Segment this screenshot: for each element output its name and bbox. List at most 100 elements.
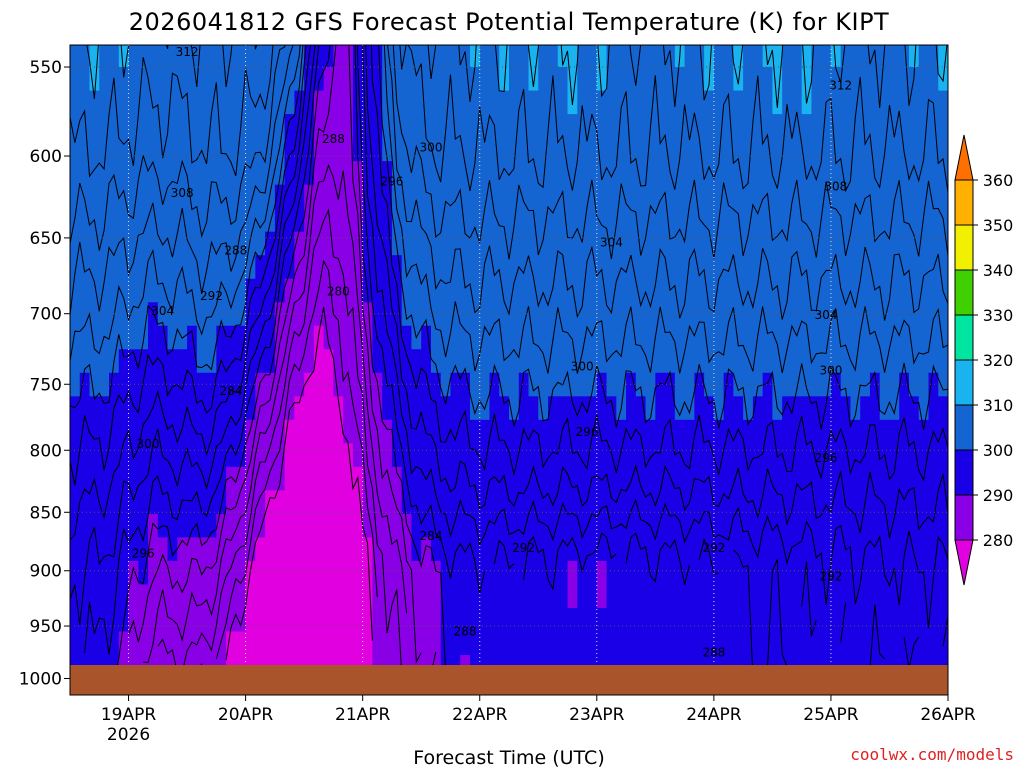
field-cell <box>323 161 334 186</box>
field-cell <box>606 231 617 256</box>
field-cell <box>821 278 832 303</box>
field-cell <box>333 114 344 139</box>
field-cell <box>889 184 900 209</box>
field-cell <box>274 208 286 233</box>
field-cell <box>235 90 247 115</box>
field-cell <box>157 67 169 92</box>
field-cell <box>479 255 491 280</box>
field-cell <box>79 255 91 280</box>
field-cell <box>869 137 881 162</box>
field-cell <box>245 184 256 209</box>
field-cell <box>791 255 803 280</box>
field-cell <box>782 137 793 162</box>
field-cell <box>811 90 822 115</box>
field-cell <box>635 90 647 115</box>
field-cell <box>645 67 656 92</box>
field-cell <box>889 231 900 256</box>
field-cell <box>89 302 100 327</box>
field-cell <box>372 208 383 233</box>
field-cell <box>109 0 119 21</box>
field-cell <box>479 302 491 327</box>
field-cell <box>869 278 881 303</box>
field-cell <box>665 137 676 162</box>
field-cell <box>430 302 442 327</box>
field-cell <box>469 67 481 92</box>
field-cell <box>118 184 130 209</box>
field-cell <box>908 302 920 327</box>
field-cell <box>548 90 559 115</box>
field-cell <box>391 231 403 256</box>
field-cell <box>79 67 91 92</box>
field-cell <box>635 255 647 280</box>
field-cell <box>294 114 305 139</box>
field-cell <box>469 325 481 350</box>
field-cell <box>255 255 266 280</box>
field-cell <box>723 114 734 139</box>
field-cell <box>177 67 188 92</box>
field-cell <box>450 325 461 350</box>
field-cell <box>206 137 217 162</box>
field-cell <box>362 302 374 327</box>
field-cell <box>323 278 334 303</box>
field-cell <box>801 67 813 92</box>
field-cell <box>684 137 695 162</box>
field-cell <box>265 184 276 209</box>
field-cell <box>304 114 315 139</box>
field-cell <box>606 208 617 233</box>
field-cell <box>772 114 783 139</box>
field-cell <box>99 114 110 139</box>
field-cell <box>440 325 452 350</box>
field-cell <box>157 45 169 68</box>
field-cell <box>528 67 539 92</box>
field-cell <box>577 137 588 162</box>
field-cell <box>567 114 578 139</box>
field-cell <box>79 231 91 256</box>
field-cell <box>596 231 608 256</box>
field-cell <box>469 137 481 162</box>
field-cell <box>928 302 939 327</box>
field-cell <box>343 67 354 92</box>
field-cell <box>255 278 266 303</box>
field-cell <box>196 231 208 256</box>
field-cell <box>460 208 471 233</box>
field-cell <box>196 302 208 327</box>
field-cell <box>850 90 861 115</box>
field-cell <box>918 231 930 256</box>
field-cell <box>684 255 695 280</box>
field-cell <box>938 161 948 186</box>
field-cell <box>821 184 832 209</box>
field-cell <box>421 90 432 115</box>
field-cell <box>713 45 725 68</box>
field-cell <box>274 114 286 139</box>
field-cell <box>450 184 461 209</box>
field-cell <box>509 325 520 350</box>
field-cell <box>509 67 520 92</box>
field-cell <box>304 255 315 280</box>
field-cell <box>167 161 178 186</box>
field-cell <box>450 255 461 280</box>
field-cell <box>723 278 734 303</box>
field-cell <box>596 114 608 139</box>
field-cell <box>79 302 91 327</box>
field-cell <box>635 45 647 68</box>
field-cell <box>509 45 520 68</box>
field-cell <box>557 231 569 256</box>
field-cell <box>801 45 813 68</box>
field-cell <box>587 278 598 303</box>
field-cell <box>499 208 510 233</box>
field-cell <box>440 278 452 303</box>
field-cell <box>255 114 266 139</box>
field-cell <box>323 114 334 139</box>
field-cell <box>167 184 178 209</box>
field-cell <box>528 208 539 233</box>
field-cell <box>548 255 559 280</box>
field-cell <box>148 90 159 115</box>
field-cell <box>713 161 725 186</box>
field-cell <box>860 137 871 162</box>
field-cell <box>616 302 627 327</box>
field-cell <box>596 161 608 186</box>
field-cell <box>713 278 725 303</box>
field-cell <box>811 67 822 92</box>
field-cell <box>626 114 637 139</box>
field-cell <box>733 255 744 280</box>
